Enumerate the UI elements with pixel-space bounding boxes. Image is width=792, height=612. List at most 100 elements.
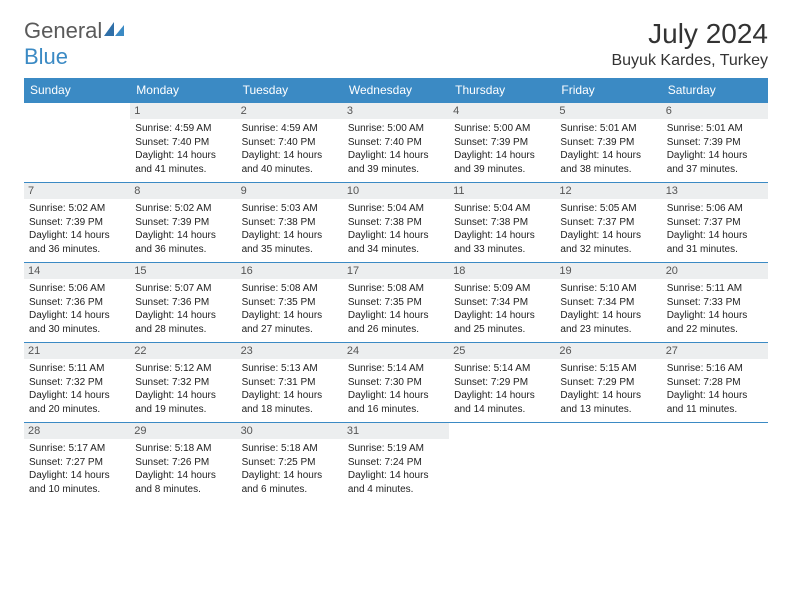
day-number: 18 (449, 263, 555, 279)
sunset-line: Sunset: 7:25 PM (242, 456, 338, 470)
day-number: 24 (343, 343, 449, 359)
sunset-line: Sunset: 7:40 PM (135, 136, 231, 150)
calendar-cell: 20Sunrise: 5:11 AMSunset: 7:33 PMDayligh… (662, 263, 768, 343)
daylight-line: Daylight: 14 hours and 14 minutes. (454, 389, 550, 416)
sunset-line: Sunset: 7:39 PM (560, 136, 656, 150)
calendar-row: 14Sunrise: 5:06 AMSunset: 7:36 PMDayligh… (24, 263, 768, 343)
calendar-cell: 18Sunrise: 5:09 AMSunset: 7:34 PMDayligh… (449, 263, 555, 343)
weekday-header: Monday (130, 78, 236, 103)
sunrise-line: Sunrise: 5:05 AM (560, 202, 656, 216)
day-number: 26 (555, 343, 661, 359)
daylight-line: Daylight: 14 hours and 10 minutes. (29, 469, 125, 496)
daylight-line: Daylight: 14 hours and 34 minutes. (348, 229, 444, 256)
sunset-line: Sunset: 7:35 PM (348, 296, 444, 310)
daylight-line: Daylight: 14 hours and 6 minutes. (242, 469, 338, 496)
calendar-cell: 22Sunrise: 5:12 AMSunset: 7:32 PMDayligh… (130, 343, 236, 423)
calendar-cell: 8Sunrise: 5:02 AMSunset: 7:39 PMDaylight… (130, 183, 236, 263)
sunset-line: Sunset: 7:38 PM (348, 216, 444, 230)
sunset-line: Sunset: 7:26 PM (135, 456, 231, 470)
sunset-line: Sunset: 7:35 PM (242, 296, 338, 310)
weekday-header: Friday (555, 78, 661, 103)
daylight-line: Daylight: 14 hours and 32 minutes. (560, 229, 656, 256)
sunrise-line: Sunrise: 5:18 AM (135, 442, 231, 456)
calendar-header-row: SundayMondayTuesdayWednesdayThursdayFrid… (24, 78, 768, 103)
calendar-row: 28Sunrise: 5:17 AMSunset: 7:27 PMDayligh… (24, 423, 768, 503)
sunrise-line: Sunrise: 5:10 AM (560, 282, 656, 296)
title-block: July 2024 Buyuk Kardes, Turkey (611, 18, 768, 70)
sunset-line: Sunset: 7:39 PM (667, 136, 763, 150)
calendar-cell: 14Sunrise: 5:06 AMSunset: 7:36 PMDayligh… (24, 263, 130, 343)
sunrise-line: Sunrise: 5:04 AM (348, 202, 444, 216)
day-number: 23 (237, 343, 343, 359)
sunrise-line: Sunrise: 5:15 AM (560, 362, 656, 376)
weekday-header: Saturday (662, 78, 768, 103)
daylight-line: Daylight: 14 hours and 11 minutes. (667, 389, 763, 416)
daylight-line: Daylight: 14 hours and 4 minutes. (348, 469, 444, 496)
sunset-line: Sunset: 7:27 PM (29, 456, 125, 470)
daylight-line: Daylight: 14 hours and 19 minutes. (135, 389, 231, 416)
calendar-cell: 6Sunrise: 5:01 AMSunset: 7:39 PMDaylight… (662, 103, 768, 183)
calendar-cell: 2Sunrise: 4:59 AMSunset: 7:40 PMDaylight… (237, 103, 343, 183)
calendar-cell: 19Sunrise: 5:10 AMSunset: 7:34 PMDayligh… (555, 263, 661, 343)
sunset-line: Sunset: 7:36 PM (29, 296, 125, 310)
day-number: 16 (237, 263, 343, 279)
sunrise-line: Sunrise: 5:07 AM (135, 282, 231, 296)
calendar-cell (24, 103, 130, 183)
weekday-header: Sunday (24, 78, 130, 103)
daylight-line: Daylight: 14 hours and 36 minutes. (135, 229, 231, 256)
calendar-page: GeneralBlue July 2024 Buyuk Kardes, Turk… (0, 0, 792, 520)
sunrise-line: Sunrise: 4:59 AM (135, 122, 231, 136)
sunrise-line: Sunrise: 5:19 AM (348, 442, 444, 456)
sunrise-line: Sunrise: 5:14 AM (454, 362, 550, 376)
calendar-cell: 21Sunrise: 5:11 AMSunset: 7:32 PMDayligh… (24, 343, 130, 423)
sunrise-line: Sunrise: 5:01 AM (667, 122, 763, 136)
calendar-cell: 13Sunrise: 5:06 AMSunset: 7:37 PMDayligh… (662, 183, 768, 263)
sunrise-line: Sunrise: 5:02 AM (135, 202, 231, 216)
calendar-cell: 31Sunrise: 5:19 AMSunset: 7:24 PMDayligh… (343, 423, 449, 503)
sunrise-line: Sunrise: 5:01 AM (560, 122, 656, 136)
brand-text: GeneralBlue (24, 18, 126, 70)
calendar-grid: SundayMondayTuesdayWednesdayThursdayFrid… (24, 78, 768, 502)
sunrise-line: Sunrise: 5:06 AM (667, 202, 763, 216)
daylight-line: Daylight: 14 hours and 36 minutes. (29, 229, 125, 256)
brand-name-1: General (24, 18, 102, 43)
daylight-line: Daylight: 14 hours and 23 minutes. (560, 309, 656, 336)
calendar-row: 21Sunrise: 5:11 AMSunset: 7:32 PMDayligh… (24, 343, 768, 423)
day-number: 28 (24, 423, 130, 439)
weekday-header: Wednesday (343, 78, 449, 103)
daylight-line: Daylight: 14 hours and 39 minutes. (348, 149, 444, 176)
daylight-line: Daylight: 14 hours and 31 minutes. (667, 229, 763, 256)
sunset-line: Sunset: 7:32 PM (135, 376, 231, 390)
sunset-line: Sunset: 7:39 PM (135, 216, 231, 230)
month-title: July 2024 (611, 18, 768, 50)
calendar-cell: 30Sunrise: 5:18 AMSunset: 7:25 PMDayligh… (237, 423, 343, 503)
day-number: 12 (555, 183, 661, 199)
brand-name-2: Blue (24, 44, 68, 69)
sunset-line: Sunset: 7:28 PM (667, 376, 763, 390)
calendar-cell: 17Sunrise: 5:08 AMSunset: 7:35 PMDayligh… (343, 263, 449, 343)
calendar-cell: 29Sunrise: 5:18 AMSunset: 7:26 PMDayligh… (130, 423, 236, 503)
sunrise-line: Sunrise: 5:17 AM (29, 442, 125, 456)
day-number: 10 (343, 183, 449, 199)
daylight-line: Daylight: 14 hours and 33 minutes. (454, 229, 550, 256)
sunset-line: Sunset: 7:33 PM (667, 296, 763, 310)
sunrise-line: Sunrise: 5:02 AM (29, 202, 125, 216)
day-number: 13 (662, 183, 768, 199)
daylight-line: Daylight: 14 hours and 37 minutes. (667, 149, 763, 176)
calendar-cell: 28 Sunrise: 5:17 AMSunset: 7:27 PMDayligh… (24, 423, 130, 503)
sunrise-line: Sunrise: 5:16 AM (667, 362, 763, 376)
daylight-line: Daylight: 14 hours and 13 minutes. (560, 389, 656, 416)
daylight-line: Daylight: 14 hours and 28 minutes. (135, 309, 231, 336)
location-label: Buyuk Kardes, Turkey (611, 52, 768, 70)
sunset-line: Sunset: 7:39 PM (454, 136, 550, 150)
day-number: 2 (237, 103, 343, 119)
brand-logo: GeneralBlue (24, 18, 126, 70)
sail-icon (102, 18, 126, 36)
sunrise-line: Sunrise: 5:13 AM (242, 362, 338, 376)
sunset-line: Sunset: 7:24 PM (348, 456, 444, 470)
weekday-header: Thursday (449, 78, 555, 103)
sunrise-line: Sunrise: 5:03 AM (242, 202, 338, 216)
day-number: 19 (555, 263, 661, 279)
sunrise-line: Sunrise: 5:14 AM (348, 362, 444, 376)
day-number: 7 (24, 183, 130, 199)
